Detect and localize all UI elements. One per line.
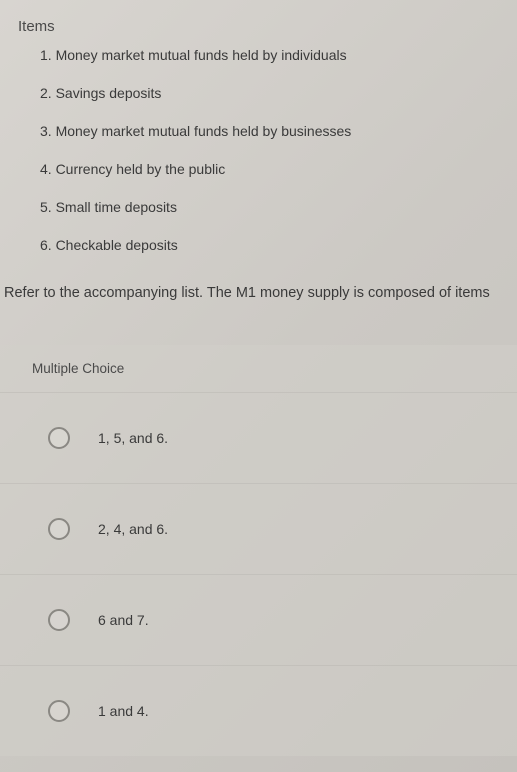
choice-row[interactable]: 6 and 7. (0, 574, 517, 665)
list-item: 5. Small time deposits (40, 199, 517, 215)
choice-label: 2, 4, and 6. (98, 521, 168, 537)
multiple-choice-header: Multiple Choice (0, 345, 517, 392)
choice-row[interactable]: 1 and 4. (0, 665, 517, 756)
choice-row[interactable]: 2, 4, and 6. (0, 483, 517, 574)
items-header: Items (0, 0, 517, 35)
list-item: 2. Savings deposits (40, 85, 517, 101)
radio-button[interactable] (48, 700, 70, 722)
list-item: 3. Money market mutual funds held by bus… (40, 123, 517, 139)
choice-row[interactable]: 1, 5, and 6. (0, 392, 517, 483)
question-text: Refer to the accompanying list. The M1 m… (0, 275, 517, 303)
choice-label: 6 and 7. (98, 612, 149, 628)
radio-button[interactable] (48, 427, 70, 449)
list-item: 4. Currency held by the public (40, 161, 517, 177)
items-list: 1. Money market mutual funds held by ind… (0, 35, 517, 253)
multiple-choice-section: Multiple Choice 1, 5, and 6. 2, 4, and 6… (0, 345, 517, 756)
radio-button[interactable] (48, 518, 70, 540)
list-item: 1. Money market mutual funds held by ind… (40, 47, 517, 63)
radio-button[interactable] (48, 609, 70, 631)
choice-label: 1 and 4. (98, 703, 149, 719)
choice-label: 1, 5, and 6. (98, 430, 168, 446)
list-item: 6. Checkable deposits (40, 237, 517, 253)
